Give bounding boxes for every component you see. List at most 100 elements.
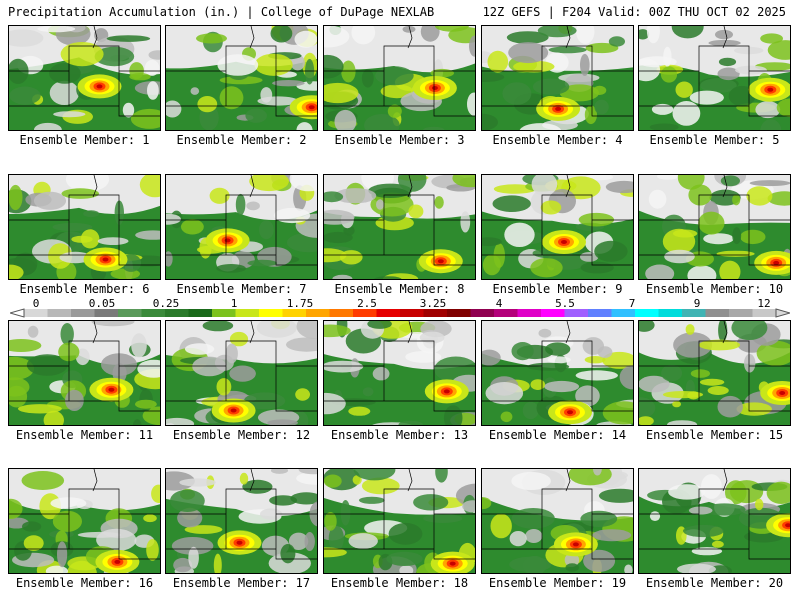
member-label: Ensemble Member: 7 (176, 282, 307, 296)
state-boundaries (482, 26, 633, 117)
colorbar-cell (306, 309, 330, 317)
colorbar-labels: 0 0.05 0.25 1 1.75 2.5 3.25 4 5.5 7 9 12 (0, 297, 800, 310)
ensemble-member-panel: Ensemble Member: 11 (8, 320, 161, 466)
colorbar (10, 308, 790, 318)
ensemble-member-panel: Ensemble Member: 17 (165, 468, 318, 614)
colorbar-tick-label: 5.5 (555, 297, 575, 310)
state-boundaries (9, 26, 160, 117)
colorbar-tick-label: 1 (230, 297, 238, 310)
map-title: Precipitation Accumulation (in.) | Colle… (8, 5, 435, 19)
colorbar-max-arrow (775, 308, 790, 318)
member-label: Ensemble Member: 2 (176, 133, 307, 147)
colorbar-cell (682, 309, 706, 317)
precip-field (166, 469, 317, 573)
colorbar-cell (118, 309, 142, 317)
colorbar-cell (705, 309, 730, 317)
state-boundaries (482, 321, 633, 412)
member-label: Ensemble Member: 10 (645, 282, 784, 296)
precip-field (166, 321, 317, 425)
colorbar-cell (588, 309, 612, 317)
colorbar-tick-label: 0.25 (152, 297, 180, 310)
precip-map (481, 25, 634, 131)
precip-field (9, 175, 160, 279)
precip-map (165, 468, 318, 574)
ensemble-member-panel: Ensemble Member: 3 (323, 25, 476, 171)
colorbar-cell (564, 309, 589, 317)
ensemble-member-panel: Ensemble Member: 14 (481, 320, 634, 466)
colorbar-cell (447, 309, 471, 317)
state-boundaries (9, 175, 160, 266)
colorbar-cell (541, 309, 565, 317)
precip-map (165, 320, 318, 426)
colorbar-cell (729, 309, 753, 317)
state-boundaries (324, 175, 475, 266)
state-boundaries (324, 26, 475, 117)
colorbar-cell (635, 309, 659, 317)
precip-field (324, 26, 475, 130)
precip-field (324, 469, 475, 573)
state-boundaries (639, 26, 790, 117)
member-label: Ensemble Member: 13 (330, 428, 469, 442)
colorbar-cell (494, 309, 518, 317)
member-label: Ensemble Member: 5 (649, 133, 780, 147)
state-boundaries (639, 469, 790, 560)
colorbar-cell (165, 309, 189, 317)
precip-map (8, 25, 161, 131)
colorbar-cell (611, 309, 636, 317)
ensemble-member-panel: Ensemble Member: 4 (481, 25, 634, 171)
ensemble-member-panel: Ensemble Member: 12 (165, 320, 318, 466)
precip-field (9, 26, 160, 130)
model-run-info: 12Z GEFS | F204 Valid: 00Z THU OCT 02 20… (482, 5, 786, 19)
state-boundaries (166, 26, 317, 117)
state-boundaries (324, 321, 475, 412)
colorbar-tick-label: 4 (495, 297, 503, 310)
ensemble-member-panel: Ensemble Member: 6 (8, 174, 161, 320)
colorbar-min-arrow (10, 308, 25, 318)
precip-field (482, 175, 633, 278)
member-label: Ensemble Member: 12 (172, 428, 311, 442)
member-label: Ensemble Member: 9 (492, 282, 623, 296)
ensemble-member-panel: Ensemble Member: 7 (165, 174, 318, 320)
ensemble-member-panel: Ensemble Member: 16 (8, 468, 161, 614)
precip-field (639, 175, 790, 279)
precip-map (481, 320, 634, 426)
colorbar-cell (94, 309, 119, 317)
precip-field (324, 175, 475, 279)
colorbar-cell (353, 309, 377, 317)
colorbar-tick-label: 12 (757, 297, 771, 310)
precip-map (165, 174, 318, 280)
state-boundaries (482, 175, 633, 266)
member-label: Ensemble Member: 4 (492, 133, 623, 147)
member-label: Ensemble Member: 6 (19, 282, 150, 296)
member-label: Ensemble Member: 15 (645, 428, 784, 442)
ensemble-member-panel: Ensemble Member: 9 (481, 174, 634, 320)
state-boundaries (9, 321, 160, 412)
state-boundaries (639, 175, 790, 266)
state-boundaries (324, 469, 475, 560)
colorbar-cell (282, 309, 307, 317)
colorbar-cell (188, 309, 213, 317)
precip-map (323, 468, 476, 574)
ensemble-member-panel: Ensemble Member: 18 (323, 468, 476, 614)
colorbar-tick-label: 1.75 (286, 297, 314, 310)
precip-map (638, 25, 791, 131)
member-label: Ensemble Member: 17 (172, 576, 311, 590)
member-label: Ensemble Member: 8 (334, 282, 465, 296)
precip-field (482, 469, 633, 573)
colorbar-cell (376, 309, 401, 317)
precip-field (639, 469, 790, 573)
colorbar-tick-label: 0.05 (88, 297, 116, 310)
colorbar-cell (71, 309, 95, 317)
precip-map (8, 468, 161, 574)
colorbar-cell (212, 309, 236, 317)
precip-field (324, 321, 475, 425)
ensemble-member-panel: Ensemble Member: 10 (638, 174, 791, 320)
colorbar-cell (329, 309, 354, 317)
colorbar-cell (752, 309, 777, 317)
ensemble-member-panel: Ensemble Member: 13 (323, 320, 476, 466)
state-boundaries (9, 469, 160, 560)
precip-map (165, 25, 318, 131)
precip-field (639, 321, 790, 425)
colorbar-tick-label: 3.25 (419, 297, 447, 310)
colorbar-cell (47, 309, 72, 317)
